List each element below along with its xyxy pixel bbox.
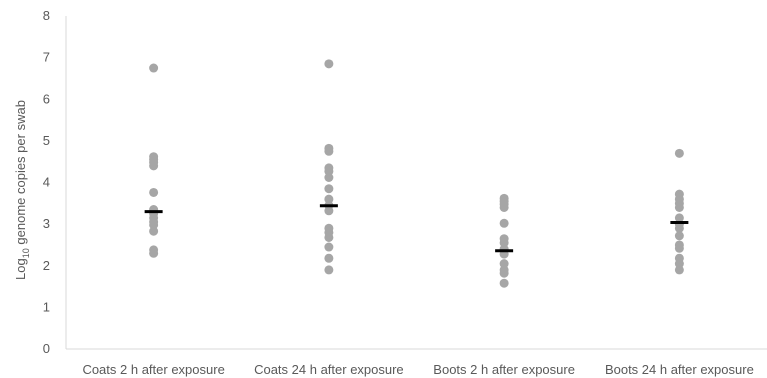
data-point xyxy=(499,278,509,288)
data-point xyxy=(499,202,509,212)
data-point xyxy=(324,59,334,69)
data-point xyxy=(149,220,159,230)
x-axis-ticks: Coats 2 h after exposure Coats 24 h after… xyxy=(82,362,753,377)
y-tick-label: 0 xyxy=(43,341,50,356)
x-tick-label: Boots 24 h after exposure xyxy=(605,362,754,377)
axes xyxy=(65,16,767,350)
data-point xyxy=(324,173,334,183)
x-tick-label: Boots 2 h after exposure xyxy=(433,362,575,377)
y-tick-label: 1 xyxy=(43,299,50,314)
data-point xyxy=(149,248,159,258)
data-point xyxy=(149,226,159,236)
data-point xyxy=(674,223,684,233)
data-point xyxy=(324,232,334,242)
data-point xyxy=(324,166,334,176)
y-axis-label: Log10 genome copies per swab xyxy=(13,100,31,280)
y-axis-label-prefix: Log xyxy=(13,258,28,280)
y-tick-label: 4 xyxy=(43,175,50,190)
data-point xyxy=(324,184,334,194)
y-axis-label-subscript: 10 xyxy=(21,248,31,258)
y-tick-label: 2 xyxy=(43,258,50,273)
data-points xyxy=(149,59,684,288)
median-markers xyxy=(144,204,689,253)
data-point xyxy=(674,148,684,158)
data-point xyxy=(324,194,334,204)
y-tick-label: 8 xyxy=(43,8,50,23)
data-point xyxy=(674,231,684,241)
data-point xyxy=(499,259,509,269)
x-tick-label: Coats 24 h after exposure xyxy=(254,362,404,377)
y-tick-label: 5 xyxy=(43,133,50,148)
data-point xyxy=(324,206,334,216)
data-point xyxy=(674,202,684,212)
data-point xyxy=(674,213,684,223)
x-tick-label: Coats 2 h after exposure xyxy=(82,362,224,377)
data-point xyxy=(324,146,334,156)
data-point xyxy=(674,265,684,275)
data-point xyxy=(324,242,334,252)
data-point xyxy=(674,259,684,269)
data-point xyxy=(149,63,159,73)
data-point xyxy=(499,268,509,278)
data-point xyxy=(149,161,159,171)
data-point xyxy=(324,253,334,263)
data-point xyxy=(149,187,159,197)
y-tick-label: 7 xyxy=(43,50,50,65)
data-point xyxy=(674,243,684,253)
y-tick-label: 3 xyxy=(43,216,50,231)
y-axis-title: Log10 genome copies per swab xyxy=(13,100,31,280)
data-point xyxy=(499,218,509,228)
y-tick-label: 6 xyxy=(43,91,50,106)
y-axis-label-suffix: genome copies per swab xyxy=(13,100,28,248)
data-point xyxy=(499,238,509,248)
data-point xyxy=(324,265,334,275)
y-axis-ticks: 0 1 2 3 4 5 6 7 8 xyxy=(43,8,50,356)
